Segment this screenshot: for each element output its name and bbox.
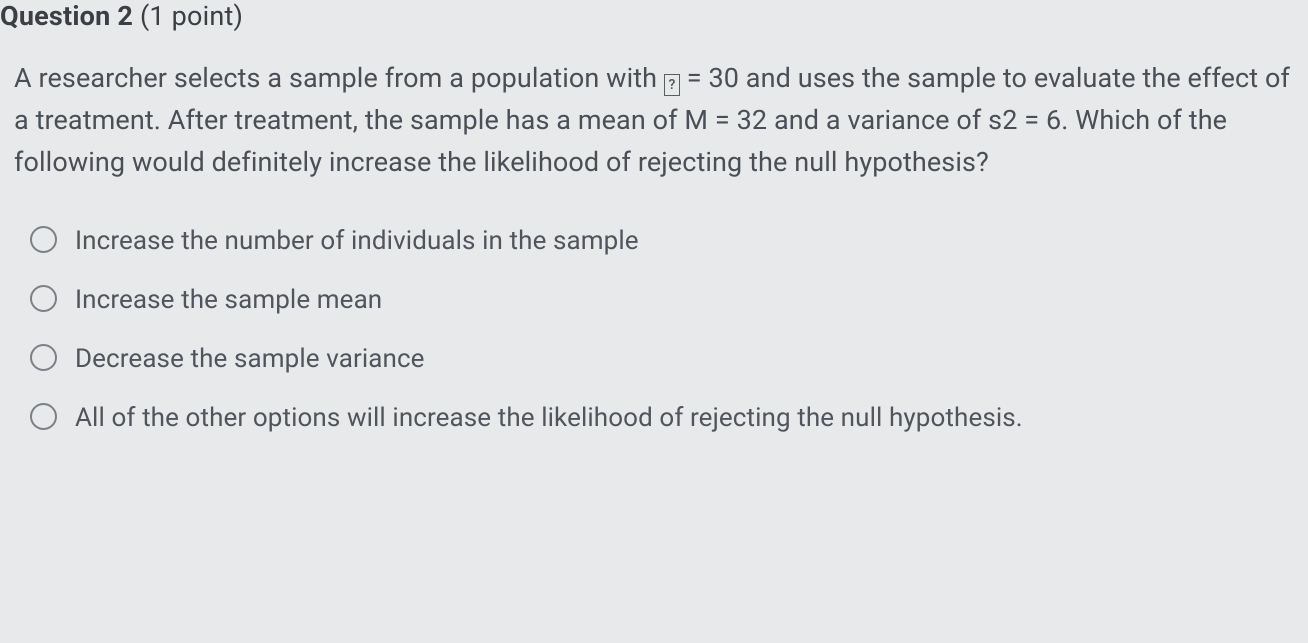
radio-icon[interactable]	[30, 285, 57, 312]
option-4[interactable]: All of the other options will increase t…	[30, 399, 1290, 438]
question-points: (1 point)	[140, 0, 243, 32]
question-container: Question 2 (1 point) A researcher select…	[0, 0, 1308, 438]
option-text: Increase the number of individuals in th…	[75, 222, 639, 261]
radio-icon[interactable]	[30, 403, 57, 430]
radio-icon[interactable]	[30, 226, 57, 253]
options-list: Increase the number of individuals in th…	[30, 222, 1290, 438]
radio-icon[interactable]	[30, 344, 57, 371]
missing-glyph-icon: ?	[664, 74, 680, 96]
option-1[interactable]: Increase the number of individuals in th…	[30, 222, 1290, 261]
question-text: A researcher selects a sample from a pop…	[14, 58, 1290, 184]
option-2[interactable]: Increase the sample mean	[30, 281, 1290, 320]
option-3[interactable]: Decrease the sample variance	[30, 340, 1290, 379]
question-label: Question 2	[0, 0, 133, 32]
question-header: Question 2 (1 point)	[0, 0, 1290, 32]
question-text-pre: A researcher selects a sample from a pop…	[14, 62, 664, 94]
option-text: Decrease the sample variance	[75, 340, 425, 379]
option-text: Increase the sample mean	[75, 281, 382, 320]
option-text: All of the other options will increase t…	[75, 399, 1023, 438]
